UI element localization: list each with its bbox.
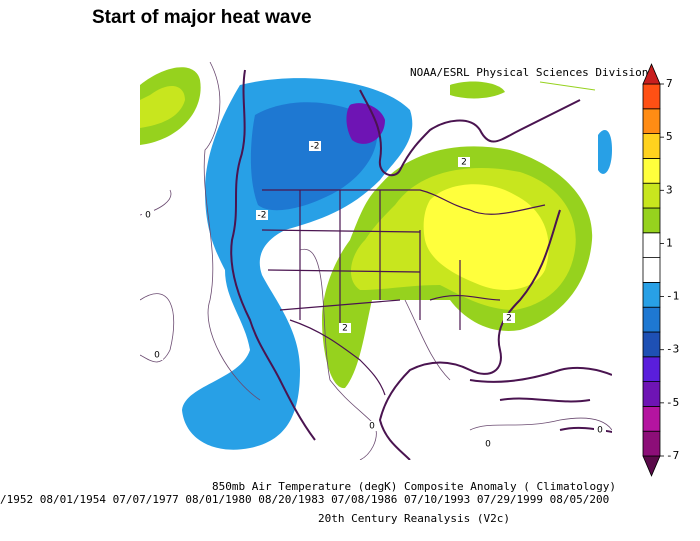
- colorbar-box: [642, 182, 661, 209]
- colorbar-box: [642, 83, 661, 110]
- contour-label-box: [458, 157, 470, 167]
- contour-label: -2: [258, 211, 267, 221]
- contour-label: 2: [506, 314, 512, 324]
- contour-label: 0: [369, 422, 375, 432]
- colorbar-tick-label: -5: [666, 396, 679, 409]
- colorbar-box: [642, 306, 661, 333]
- contour-label-box: [594, 425, 606, 435]
- positive-area: [450, 81, 505, 99]
- contour-label: 2: [342, 324, 348, 334]
- contour-label-box: [503, 313, 515, 323]
- contour-label: 2: [461, 158, 467, 168]
- contour-label: 0: [597, 426, 603, 436]
- colorbar-box: [642, 232, 661, 259]
- colorbar-box: [642, 331, 661, 358]
- contour-label-box: [309, 141, 321, 151]
- colorbar-box: [642, 405, 661, 432]
- colorbar-box: [642, 356, 661, 382]
- contour-label: 0: [154, 351, 160, 361]
- colorbar-tick-label: -7: [666, 449, 679, 462]
- contour-label: -2: [311, 142, 320, 152]
- negative-area: [598, 130, 612, 174]
- caption: 850mb Air Temperature (degK) Composite A…: [212, 480, 616, 493]
- contour-label-box: [256, 210, 268, 220]
- colorbar-box: [642, 381, 661, 407]
- contour-label-box: [339, 323, 351, 333]
- negative-area: [346, 103, 385, 144]
- contour-label-box: [366, 421, 378, 431]
- colorbar-extension: [642, 455, 661, 477]
- colorbar-tick-label: -3: [666, 343, 679, 356]
- colorbar-box: [642, 207, 661, 234]
- colorbar-extension: [642, 63, 661, 85]
- colorbar-box: [642, 157, 661, 184]
- positive-area: [140, 85, 185, 128]
- map: NOAA/ESRL Physical Sciences Division -2 -…: [140, 62, 648, 460]
- colorbar-box: [642, 133, 661, 159]
- title: Start of major heat wave: [92, 7, 312, 28]
- colorbar-tick-label: 5: [666, 130, 673, 143]
- colorbar-tick-label: 7: [666, 77, 673, 90]
- negative-area: [250, 102, 378, 211]
- colorbar-box: [642, 281, 661, 308]
- colorbar: 7 5 3 1 -1 -3 -5 -7: [642, 63, 679, 477]
- source: 20th Century Reanalysis (V2c): [318, 512, 510, 525]
- contour-label-box: [151, 350, 163, 360]
- contour-label: 0: [145, 211, 151, 221]
- credit: NOAA/ESRL Physical Sciences Division: [410, 66, 648, 79]
- colorbar-tick-label: 1: [666, 236, 673, 249]
- contour-label-box: [142, 210, 154, 220]
- colorbar-box: [642, 108, 661, 135]
- colorbar-tick-label: 3: [666, 183, 673, 196]
- dates: /1952 08/01/1954 07/07/1977 08/01/1980 0…: [0, 493, 609, 506]
- contour-label-box: [482, 439, 494, 449]
- colorbar-box: [642, 257, 661, 283]
- colorbar-tick-label: -1: [666, 290, 679, 303]
- contour-label: 0: [485, 440, 491, 450]
- colorbar-box: [642, 430, 661, 457]
